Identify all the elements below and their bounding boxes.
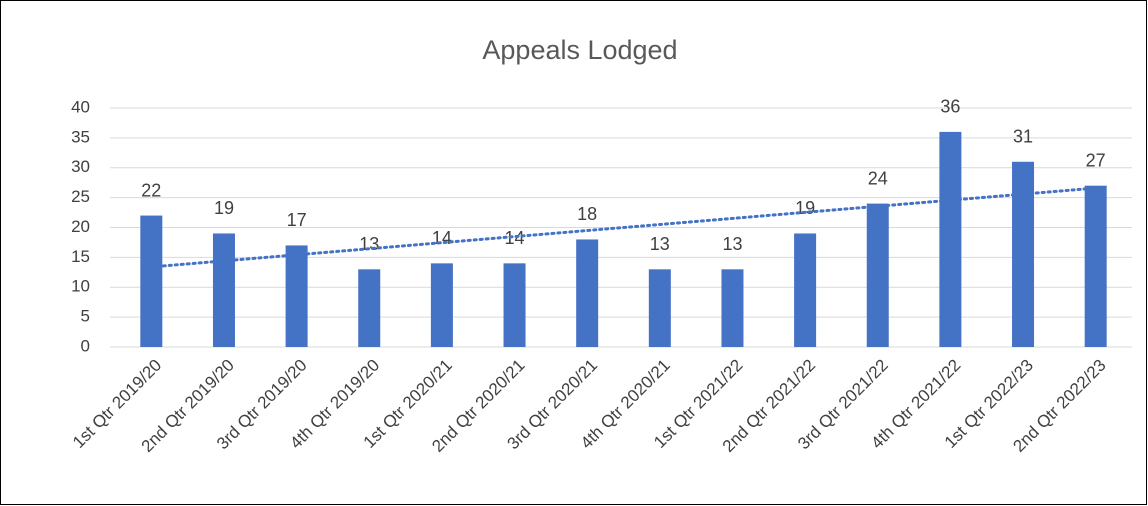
y-tick-label: 30 bbox=[71, 157, 90, 176]
data-label: 19 bbox=[795, 198, 815, 218]
bar bbox=[939, 131, 962, 347]
bar bbox=[430, 263, 453, 347]
data-label: 14 bbox=[505, 228, 525, 248]
y-tick-label: 0 bbox=[81, 336, 90, 355]
chart-title: Appeals Lodged bbox=[482, 35, 677, 65]
y-tick-label: 40 bbox=[71, 97, 90, 116]
y-tick-label: 15 bbox=[71, 247, 90, 266]
y-tick-label: 35 bbox=[71, 127, 90, 146]
trendline bbox=[149, 186, 1098, 269]
data-label: 17 bbox=[287, 210, 307, 230]
y-tick-label: 20 bbox=[71, 217, 90, 236]
bar bbox=[721, 269, 744, 347]
bar bbox=[358, 269, 381, 347]
data-label: 36 bbox=[940, 97, 960, 117]
bar bbox=[1084, 185, 1107, 347]
bar bbox=[576, 239, 599, 347]
bar bbox=[1012, 161, 1035, 347]
data-label: 18 bbox=[577, 204, 597, 224]
data-label: 31 bbox=[1013, 127, 1033, 147]
bar bbox=[212, 233, 235, 347]
bar bbox=[794, 233, 817, 347]
data-label: 13 bbox=[722, 234, 742, 254]
data-label: 19 bbox=[214, 198, 234, 218]
data-label: 13 bbox=[650, 234, 670, 254]
y-tick-label: 5 bbox=[81, 307, 90, 326]
bar bbox=[285, 245, 308, 347]
bar bbox=[140, 215, 163, 347]
data-label: 22 bbox=[141, 180, 161, 200]
data-label: 24 bbox=[868, 168, 888, 188]
bar bbox=[648, 269, 671, 347]
y-tick-label: 25 bbox=[71, 187, 90, 206]
data-label: 14 bbox=[432, 228, 452, 248]
data-label: 13 bbox=[359, 234, 379, 254]
data-label: 27 bbox=[1086, 150, 1106, 170]
bar bbox=[866, 203, 889, 347]
y-tick-label: 10 bbox=[71, 277, 90, 296]
bar bbox=[503, 263, 526, 347]
